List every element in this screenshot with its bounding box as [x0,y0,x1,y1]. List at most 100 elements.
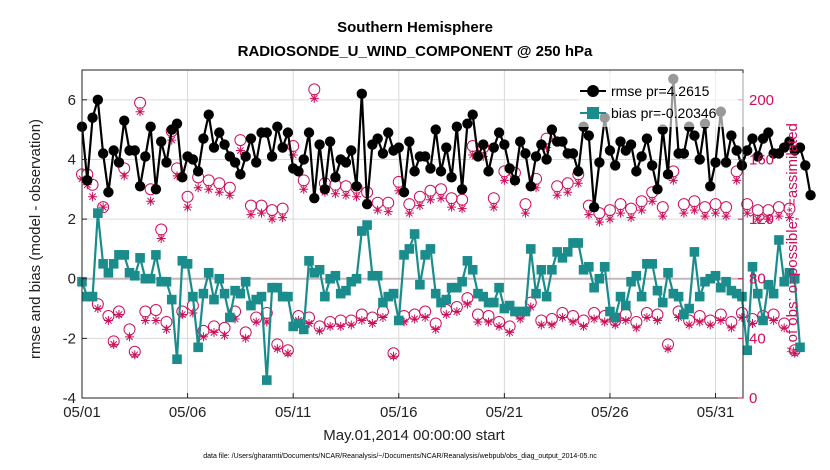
rmse-point [493,127,505,138]
obs-assimilated-marker [188,308,198,318]
rmse-point [377,148,389,159]
bias-point [536,264,547,275]
y-right-tick-label: 0 [749,390,757,407]
obs-assimilated-marker [299,184,309,194]
rmse-point [208,142,220,153]
rmse-point [467,109,478,120]
rmse-point [356,88,368,100]
x-tick-label: 05/26 [591,404,629,421]
rmse-point [140,151,151,162]
bias-point [293,318,304,329]
rmse-point [520,148,531,159]
obs-assimilated-marker [114,310,124,320]
obs-assimilated-marker [209,327,219,337]
bias-point [267,282,277,293]
rmse-point [720,157,732,168]
rmse-point [393,142,404,153]
obs-assimilated-marker [663,344,673,354]
obs-assimilated-marker [563,187,573,197]
obs-assimilated-marker [367,318,377,328]
bias-point [251,294,262,305]
bias-point [188,291,198,302]
rmse-point [604,145,616,156]
bias-point [351,273,362,284]
bias-point [636,291,647,302]
bias-point [436,297,446,308]
rmse-point [446,172,457,183]
obs-assimilated-marker [436,193,446,203]
obs-assimilated-marker [584,210,594,220]
obs-assimilated-marker [589,314,599,324]
bias-point [383,291,394,302]
obs-assimilated-marker [631,323,641,333]
bias-point [145,273,156,284]
rmse-point [594,157,605,168]
bias-point [367,270,378,281]
rmse-point [509,175,521,186]
bias-point [562,247,573,257]
obs-assimilated-marker [753,214,763,224]
chart-title: Southern Hemisphere [337,19,493,36]
rmse-point [92,94,104,106]
bias-point [193,342,203,353]
bias-point [657,297,668,308]
bias-point [747,262,758,272]
rmse-point [419,151,431,162]
obs-assimilated-marker [779,323,789,333]
bias-point [314,264,325,275]
rmse-point [240,151,251,162]
bias-point [626,276,636,287]
bias-point [568,238,578,248]
bias-point [404,244,415,254]
obs-assimilated-marker [288,150,298,160]
bias-point [114,250,124,260]
obs-assimilated-marker [468,150,478,160]
bias-point [700,276,710,287]
obs-assimilated-marker [705,320,715,330]
bias-point [594,273,605,284]
obs-assimilated-marker [652,315,662,325]
obs-assimilated-marker [241,333,251,343]
bias-point [541,291,552,302]
rmse-point [303,127,315,138]
bias-point [478,291,489,302]
rmse-point [398,187,410,198]
bias-point [510,306,520,317]
obs-assimilated-marker [695,317,705,327]
rmse-point [298,154,309,165]
bias-point [261,375,272,385]
bias-point [372,270,383,281]
bias-point [151,250,161,260]
rmse-point [515,136,526,147]
rmse-point [161,157,172,168]
bias-point [737,291,747,302]
bias-point [399,250,409,260]
obs-assimilated-marker [410,314,420,324]
bias-point [789,273,800,284]
rmse-point [736,160,748,171]
obs-assimilated-marker [315,326,325,336]
obs-possible-marker [97,201,110,214]
obs-assimilated-marker [484,317,494,327]
bias-point [346,276,357,287]
obs-assimilated-marker [93,304,103,314]
rmse-point [261,127,272,138]
bias-point [156,276,166,287]
bias-point [679,309,689,320]
rmse-point [805,190,816,201]
rmse-point [610,160,621,171]
rmse-point [340,157,352,168]
obs-assimilated-marker [536,320,546,330]
obs-assimilated-marker [140,315,150,325]
obs-assimilated-marker [520,208,530,218]
rmse-point [636,151,647,162]
obs-assimilated-marker [542,143,552,153]
obs-assimilated-marker [183,202,193,212]
rmse-point [752,151,763,162]
y-right-tick-label: 40 [749,330,766,347]
legend-box [578,73,744,127]
rmse-point [293,166,304,177]
bias-point [589,282,599,293]
obs-assimilated-marker [220,330,230,340]
rmse-point [134,181,146,192]
